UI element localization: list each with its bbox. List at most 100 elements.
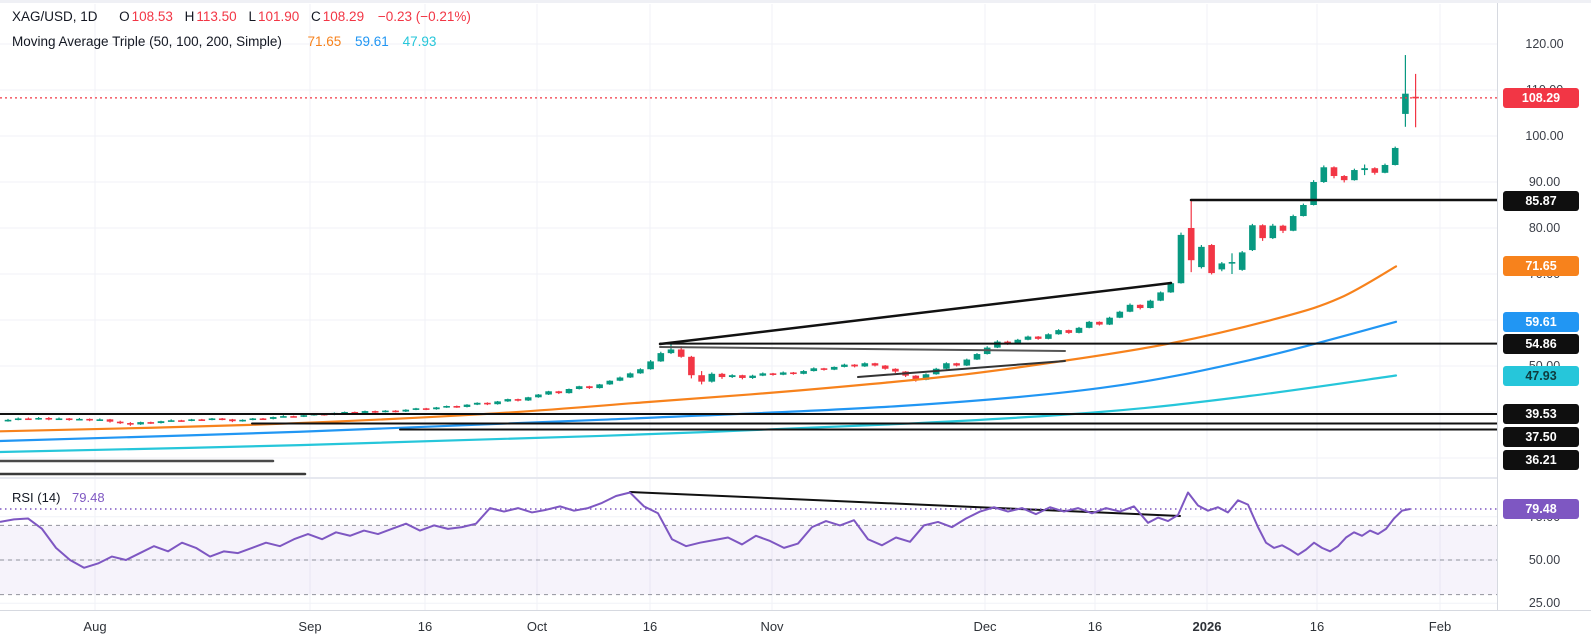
candle-body <box>1361 168 1368 171</box>
candle-body <box>484 402 491 405</box>
candle-body <box>830 366 838 370</box>
candle-body <box>1402 93 1409 114</box>
ma-legend-row[interactable]: Moving Average Triple (50, 100, 200, Sim… <box>12 34 438 49</box>
price-axis[interactable]: 120.00110.00100.0090.0080.0070.0060.0050… <box>1497 3 1591 610</box>
candle-body <box>1330 167 1338 177</box>
candle-body <box>749 375 756 378</box>
candle-body <box>1249 225 1256 251</box>
candle-body <box>871 363 879 366</box>
candle-body <box>463 404 471 407</box>
trend-line[interactable] <box>658 281 1173 346</box>
candle-body <box>1055 330 1062 335</box>
candle-body <box>820 368 828 370</box>
candle-body <box>912 375 920 380</box>
ohlc-close-value: 108.29 <box>322 9 365 24</box>
candle-body <box>1238 252 1246 270</box>
candle-body <box>922 374 930 380</box>
price-axis-label: 100.00 <box>1525 129 1564 143</box>
candle-body <box>535 394 542 398</box>
ma-line-100[interactable] <box>0 320 1398 443</box>
candle-body <box>208 418 216 421</box>
candle-body <box>851 364 858 367</box>
price-badge-39.53: 39.53 <box>1503 404 1579 424</box>
candle-body <box>178 420 185 422</box>
candle-body <box>351 412 359 414</box>
candle-body <box>667 349 675 354</box>
time-axis-label-Dec[interactable]: Dec <box>973 619 997 634</box>
time-axis-label-Feb[interactable]: Feb <box>1428 619 1452 634</box>
candle-body <box>198 419 206 421</box>
ohlc-low-value: 101.90 <box>257 9 300 24</box>
candle-body <box>1045 334 1052 339</box>
candle-body <box>412 408 420 410</box>
rsi-title[interactable]: RSI (14) <box>12 490 61 505</box>
candle-body <box>1351 170 1358 181</box>
candle-body <box>269 417 277 419</box>
ma50-value: 71.65 <box>307 34 342 49</box>
time-axis-label-16[interactable]: 16 <box>1309 619 1325 634</box>
rsi-legend-row[interactable]: RSI (14) 79.48 <box>12 490 105 505</box>
candle-body <box>157 421 165 424</box>
candle-body <box>371 411 379 413</box>
time-axis-label-Aug[interactable]: Aug <box>83 619 107 634</box>
symbol-title[interactable]: XAG/USD, 1D <box>12 9 98 24</box>
time-axis-label-16[interactable]: 16 <box>1087 619 1103 634</box>
candle-body <box>1065 330 1073 333</box>
candle-body <box>1004 341 1011 344</box>
trend-line[interactable] <box>857 360 1066 378</box>
ohlc-close-label: C <box>311 9 321 24</box>
candle-body <box>300 415 308 417</box>
time-axis-label-Sep[interactable]: Sep <box>298 619 322 634</box>
candle-body <box>443 406 450 408</box>
ma-title[interactable]: Moving Average Triple (50, 100, 200, Sim… <box>12 34 282 49</box>
rsi-value-badge: 79.48 <box>1503 499 1579 519</box>
candle-body <box>137 422 144 425</box>
candle-body <box>229 419 236 422</box>
price-axis-label: 90.00 <box>1528 175 1561 189</box>
candle-body <box>779 372 787 375</box>
candle-body <box>1096 321 1103 325</box>
candle-body <box>810 368 818 372</box>
candle-body <box>1085 321 1093 328</box>
candle-body <box>1034 336 1042 339</box>
candle-body <box>1075 327 1083 333</box>
candle-body <box>290 416 297 418</box>
candle-body <box>596 384 603 389</box>
candle-body <box>280 416 287 418</box>
candle-body <box>1228 262 1236 264</box>
candle-body <box>422 408 430 410</box>
trend-line[interactable] <box>629 491 1181 517</box>
time-axis-label-2026[interactable]: 2026 <box>1192 619 1222 634</box>
candle-body <box>637 369 644 374</box>
ma-line-50[interactable] <box>0 265 1398 433</box>
candle-body <box>1391 147 1399 165</box>
candle-body <box>953 363 960 366</box>
trend-line[interactable] <box>659 346 1066 352</box>
candle-body <box>647 361 654 370</box>
candle-body <box>1014 339 1022 344</box>
time-axis-label-Nov[interactable]: Nov <box>760 619 784 634</box>
rsi-line[interactable] <box>0 491 1411 569</box>
candle-body <box>127 423 134 425</box>
candle-body <box>35 417 42 420</box>
candle-body <box>1126 304 1134 312</box>
candle-body <box>382 410 389 413</box>
candle-body <box>504 399 512 402</box>
ohlc-high-value: 113.50 <box>196 9 237 24</box>
time-axis[interactable]: Aug Sep 16 Oct 16 Nov Dec 16 2026 16 Feb <box>0 610 1591 642</box>
candle-body <box>708 373 716 382</box>
candle-body <box>86 418 93 421</box>
time-axis-label-Oct[interactable]: Oct <box>526 619 548 634</box>
candle-body <box>892 368 899 372</box>
candle-body <box>1198 246 1205 268</box>
candle-body <box>239 419 246 422</box>
candle-body <box>586 386 593 389</box>
time-axis-label-16[interactable]: 16 <box>642 619 658 634</box>
candle-body <box>514 399 522 401</box>
symbol-legend-row[interactable]: XAG/USD, 1D O 108.53 H 113.50 L 101.90 C 108… <box>12 9 473 24</box>
ma-line-200[interactable] <box>0 374 1398 454</box>
time-axis-label-16[interactable]: 16 <box>417 619 433 634</box>
candle-body <box>1300 205 1307 217</box>
candle-body <box>4 419 12 422</box>
